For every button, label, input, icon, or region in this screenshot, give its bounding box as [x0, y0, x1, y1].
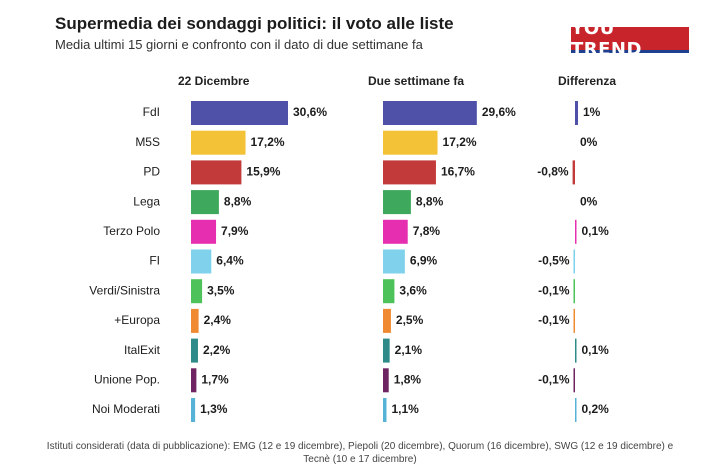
value-label-diff: 0,2% [582, 402, 610, 416]
chart-title: Supermedia dei sondaggi politici: il vot… [55, 14, 454, 33]
bar-current [191, 279, 203, 304]
bar-current [191, 368, 197, 393]
category-label: M5S [135, 135, 160, 149]
value-label-current: 8,8% [224, 194, 252, 208]
bar-previous [383, 160, 436, 185]
bar-current [191, 130, 246, 155]
value-label-current: 2,2% [203, 343, 231, 357]
logo-text: YOU TREND [571, 17, 642, 60]
bar-previous [383, 130, 438, 155]
value-label-previous: 7,8% [413, 224, 441, 238]
bar-current [191, 219, 217, 244]
bar-previous [383, 219, 408, 244]
value-label-diff: 0,1% [582, 343, 610, 357]
value-label-previous: 2,5% [396, 313, 424, 327]
category-label: +Europa [114, 313, 160, 327]
value-label-previous: 29,6% [482, 105, 516, 119]
value-label-current: 15,9% [246, 165, 280, 179]
bar-diff [573, 368, 575, 393]
value-label-current: 3,5% [207, 283, 235, 297]
category-label: ItalExit [124, 343, 161, 357]
column-header-previous: Due settimane fa [368, 74, 465, 88]
bar-previous [383, 190, 411, 215]
value-label-current: 17,2% [251, 135, 285, 149]
bar-diff [575, 338, 577, 363]
value-label-previous: 3,6% [399, 283, 427, 297]
category-label: Lega [133, 194, 160, 208]
value-label-current: 2,4% [204, 313, 232, 327]
value-label-diff: -0,8% [537, 165, 569, 179]
category-label: Noi Moderati [92, 402, 160, 416]
value-label-diff: 0% [580, 194, 598, 208]
chart-subtitle: Media ultimi 15 giorni e confronto con i… [55, 37, 423, 52]
category-label: Terzo Polo [103, 224, 160, 238]
bar-previous [383, 308, 391, 333]
value-label-previous: 1,1% [391, 402, 419, 416]
bar-previous [383, 338, 390, 363]
bar-diff [575, 101, 578, 125]
bar-previous [383, 368, 389, 393]
bar-diff [573, 249, 575, 274]
category-label: Unione Pop. [94, 372, 160, 386]
bar-previous [383, 249, 405, 274]
category-label: FdI [143, 105, 160, 119]
bar-current [191, 160, 242, 185]
value-label-diff: -0,5% [538, 254, 570, 268]
bar-current [191, 398, 196, 422]
bar-diff [572, 160, 575, 185]
value-label-diff: -0,1% [538, 313, 570, 327]
bar-current [191, 190, 219, 215]
value-label-diff: -0,1% [538, 283, 570, 297]
bar-current [191, 338, 198, 363]
value-label-current: 30,6% [293, 105, 327, 119]
value-label-previous: 17,2% [443, 135, 477, 149]
category-label: PD [143, 165, 160, 179]
category-label: Verdi/Sinistra [89, 283, 160, 297]
value-label-current: 6,4% [216, 254, 244, 268]
value-label-previous: 8,8% [416, 194, 444, 208]
bar-current [191, 249, 212, 274]
bar-current [191, 101, 288, 125]
youtrend-logo: YOU TREND [571, 18, 689, 60]
bar-diff [575, 219, 577, 244]
value-label-current: 7,9% [221, 224, 249, 238]
bar-diff [573, 308, 575, 333]
bar-current [191, 308, 199, 333]
bar-previous [383, 279, 395, 304]
value-label-previous: 1,8% [394, 372, 422, 386]
column-header-current: 22 Dicembre [178, 74, 250, 88]
value-label-current: 1,3% [200, 402, 228, 416]
value-label-diff: 0,1% [582, 224, 610, 238]
value-label-previous: 16,7% [441, 165, 475, 179]
value-label-diff: 1% [583, 105, 601, 119]
value-label-previous: 2,1% [395, 343, 423, 357]
category-label: FI [149, 254, 160, 268]
value-label-diff: 0% [580, 135, 598, 149]
bar-diff [573, 279, 575, 304]
value-label-previous: 6,9% [410, 254, 438, 268]
bar-previous [383, 101, 477, 125]
column-header-diff: Differenza [558, 74, 617, 88]
value-label-diff: -0,1% [538, 372, 570, 386]
footer-sources: Istituti considerati (data di pubblicazi… [46, 441, 674, 465]
bar-diff [575, 398, 577, 422]
bar-previous [383, 398, 387, 422]
value-label-current: 1,7% [201, 372, 229, 386]
